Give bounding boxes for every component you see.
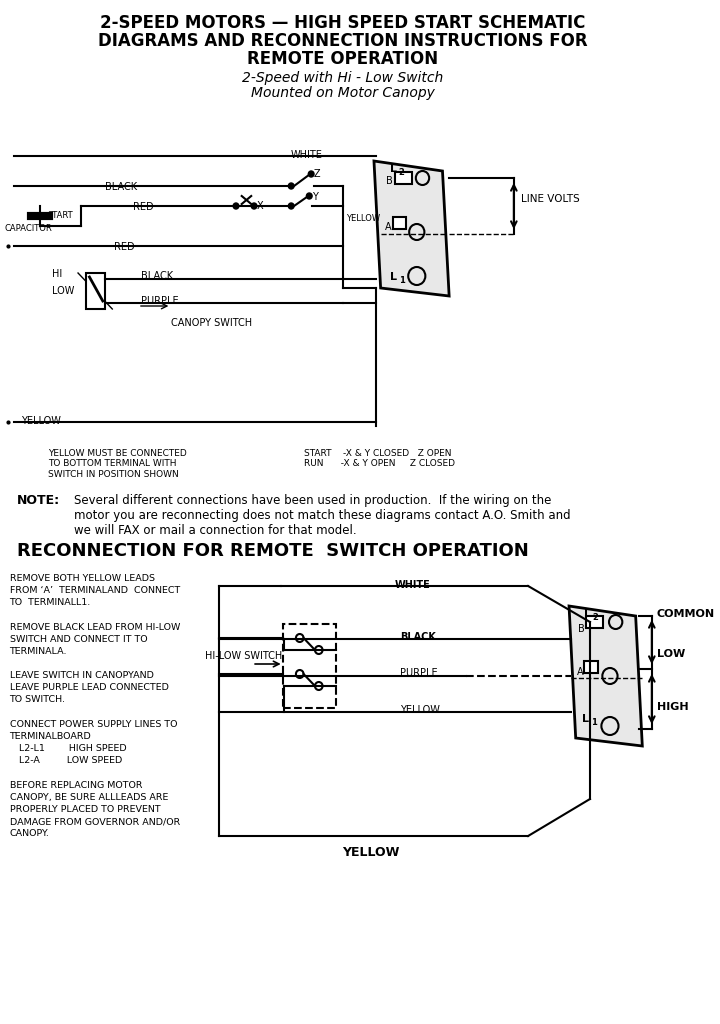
Text: YELLOW MUST BE CONNECTED
TO BOTTOM TERMINAL WITH
SWITCH IN POSITION SHOWN: YELLOW MUST BE CONNECTED TO BOTTOM TERMI… xyxy=(48,449,186,479)
Text: PURPLE: PURPLE xyxy=(141,296,179,306)
Text: YELLOW: YELLOW xyxy=(346,214,381,223)
Bar xyxy=(283,624,336,708)
Bar xyxy=(586,616,603,628)
Text: Several different connections have been used in production.  If the wiring on th: Several different connections have been … xyxy=(74,494,571,537)
Circle shape xyxy=(308,171,314,177)
Text: WHITE: WHITE xyxy=(290,150,322,160)
Text: YELLOW: YELLOW xyxy=(343,846,400,859)
Text: B: B xyxy=(577,624,585,634)
Text: CAPACITOR: CAPACITOR xyxy=(5,224,53,233)
Text: REMOTE OPERATION: REMOTE OPERATION xyxy=(247,50,438,68)
Bar xyxy=(393,217,406,229)
Text: HIGH: HIGH xyxy=(657,702,688,712)
Text: CANOPY SWITCH: CANOPY SWITCH xyxy=(171,318,253,328)
Text: LOW: LOW xyxy=(53,286,75,296)
Text: RECONNECTION FOR REMOTE  SWITCH OPERATION: RECONNECTION FOR REMOTE SWITCH OPERATION xyxy=(17,542,529,560)
Text: PURPLE: PURPLE xyxy=(400,668,437,678)
Text: COMMON: COMMON xyxy=(657,609,715,618)
Text: WHITE: WHITE xyxy=(395,580,431,590)
Bar xyxy=(584,662,598,673)
Text: L: L xyxy=(390,164,397,174)
Text: RED: RED xyxy=(133,202,154,212)
Polygon shape xyxy=(374,161,449,296)
Text: NOTE:: NOTE: xyxy=(17,494,60,507)
Text: L: L xyxy=(582,714,590,724)
Text: 2: 2 xyxy=(593,613,599,622)
Text: Mounted on Motor Canopy: Mounted on Motor Canopy xyxy=(251,86,434,100)
Text: L: L xyxy=(584,609,591,618)
Text: BLACK: BLACK xyxy=(104,182,137,193)
Text: A: A xyxy=(385,222,392,232)
Text: RED: RED xyxy=(114,242,135,252)
Text: Z: Z xyxy=(314,169,320,179)
Text: START: START xyxy=(48,211,73,220)
Text: L: L xyxy=(390,272,397,282)
Text: HI-LOW SWITCH: HI-LOW SWITCH xyxy=(204,651,282,662)
Circle shape xyxy=(251,203,257,209)
Text: X: X xyxy=(257,201,264,211)
Text: BLACK: BLACK xyxy=(141,271,173,281)
Text: START    -X & Y CLOSED   Z OPEN
RUN      -X & Y OPEN     Z CLOSED: START -X & Y CLOSED Z OPEN RUN -X & Y OP… xyxy=(305,449,456,468)
Text: LINE VOLTS: LINE VOLTS xyxy=(521,194,580,204)
Circle shape xyxy=(288,183,294,189)
Text: BLACK: BLACK xyxy=(400,632,436,642)
Text: B: B xyxy=(387,176,393,186)
Text: 2-Speed with Hi - Low Switch: 2-Speed with Hi - Low Switch xyxy=(242,71,444,85)
Text: YELLOW: YELLOW xyxy=(400,705,439,715)
Text: HI: HI xyxy=(53,269,63,279)
Text: 2-SPEED MOTORS — HIGH SPEED START SCHEMATIC: 2-SPEED MOTORS — HIGH SPEED START SCHEMA… xyxy=(100,14,585,32)
Text: 1: 1 xyxy=(399,276,405,285)
Text: REMOVE BOTH YELLOW LEADS
FROM ‘A’  TERMINALAND  CONNECT
TO  TERMINALL1.

REMOVE : REMOVE BOTH YELLOW LEADS FROM ‘A’ TERMIN… xyxy=(9,574,180,839)
Text: 2: 2 xyxy=(399,168,405,177)
Text: 1: 1 xyxy=(591,718,597,727)
Circle shape xyxy=(233,203,239,209)
Text: LOW: LOW xyxy=(657,649,685,659)
Circle shape xyxy=(288,203,294,209)
Polygon shape xyxy=(569,606,642,746)
Text: YELLOW: YELLOW xyxy=(21,416,60,426)
Text: DIAGRAMS AND RECONNECTION INSTRUCTIONS FOR: DIAGRAMS AND RECONNECTION INSTRUCTIONS F… xyxy=(98,32,588,50)
Text: A: A xyxy=(577,667,583,677)
Bar xyxy=(395,172,412,184)
Bar xyxy=(86,273,104,309)
Circle shape xyxy=(307,193,312,199)
Text: Y: Y xyxy=(312,193,318,202)
